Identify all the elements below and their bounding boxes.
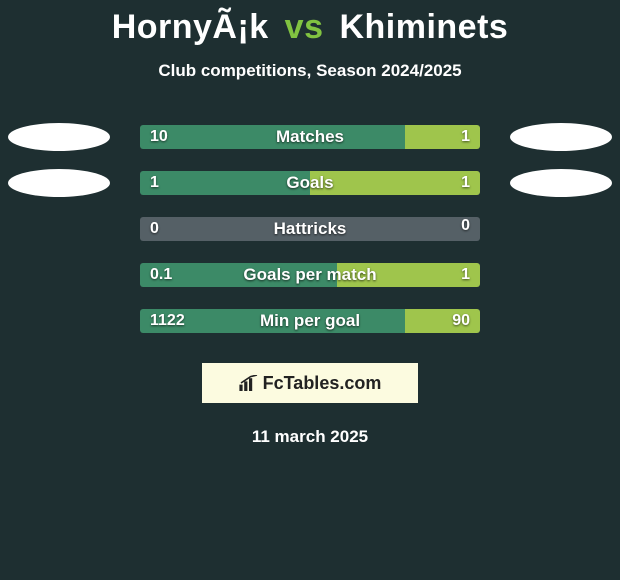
right-value: 0 [461, 217, 470, 235]
subtitle: Club competitions, Season 2024/2025 [0, 61, 620, 81]
left-value: 1122 [150, 312, 185, 330]
chart-icon [239, 375, 259, 391]
player1-marker [8, 169, 110, 197]
stat-rows: 101Matches11Goals00Hattricks0.11Goals pe… [0, 125, 620, 333]
stat-bar: 11 [140, 171, 480, 195]
left-value: 10 [150, 128, 168, 146]
left-value: 0 [150, 220, 159, 238]
player2-marker [510, 123, 612, 151]
page-title: HornyÃ¡k vs Khiminets [0, 8, 620, 47]
stat-row: 101Matches [0, 125, 620, 149]
bar-left-segment: 0.1 [140, 263, 337, 287]
vs-label: vs [285, 8, 324, 46]
player1-name: HornyÃ¡k [112, 8, 269, 46]
stat-row: 112290Min per goal [0, 309, 620, 333]
comparison-card: HornyÃ¡k vs Khiminets Club competitions,… [0, 0, 620, 447]
right-value: 1 [461, 266, 470, 284]
left-value: 0.1 [150, 266, 172, 284]
player2-name: Khiminets [339, 8, 508, 46]
bar-left-segment: 1 [140, 171, 310, 195]
bar-left-segment: 10 [140, 125, 405, 149]
stat-bar: 1122 90 [140, 309, 480, 333]
bar-right-segment: 1 [310, 171, 480, 195]
right-value: 1 [461, 128, 470, 146]
stat-bar: 10 1 [140, 125, 480, 149]
brand-text: FcTables.com [263, 373, 382, 394]
date-label: 11 march 2025 [0, 427, 620, 447]
player2-marker [510, 169, 612, 197]
bar-right-segment: 90 [405, 309, 480, 333]
right-value: 90 [452, 312, 470, 330]
brand-badge: FcTables.com [202, 363, 418, 403]
player1-marker [8, 123, 110, 151]
stat-row: 00Hattricks [0, 217, 620, 241]
bar-left-segment: 0 [140, 217, 480, 241]
stat-row: 11Goals [0, 171, 620, 195]
bar-right-segment: 1 [337, 263, 480, 287]
stat-row: 0.11Goals per match [0, 263, 620, 287]
right-value: 1 [461, 174, 470, 192]
bar-left-segment: 1122 [140, 309, 405, 333]
left-value: 1 [150, 174, 159, 192]
stat-bar: 0.11 [140, 263, 480, 287]
bar-right-segment: 1 [405, 125, 480, 149]
stat-bar: 00 [140, 217, 480, 241]
